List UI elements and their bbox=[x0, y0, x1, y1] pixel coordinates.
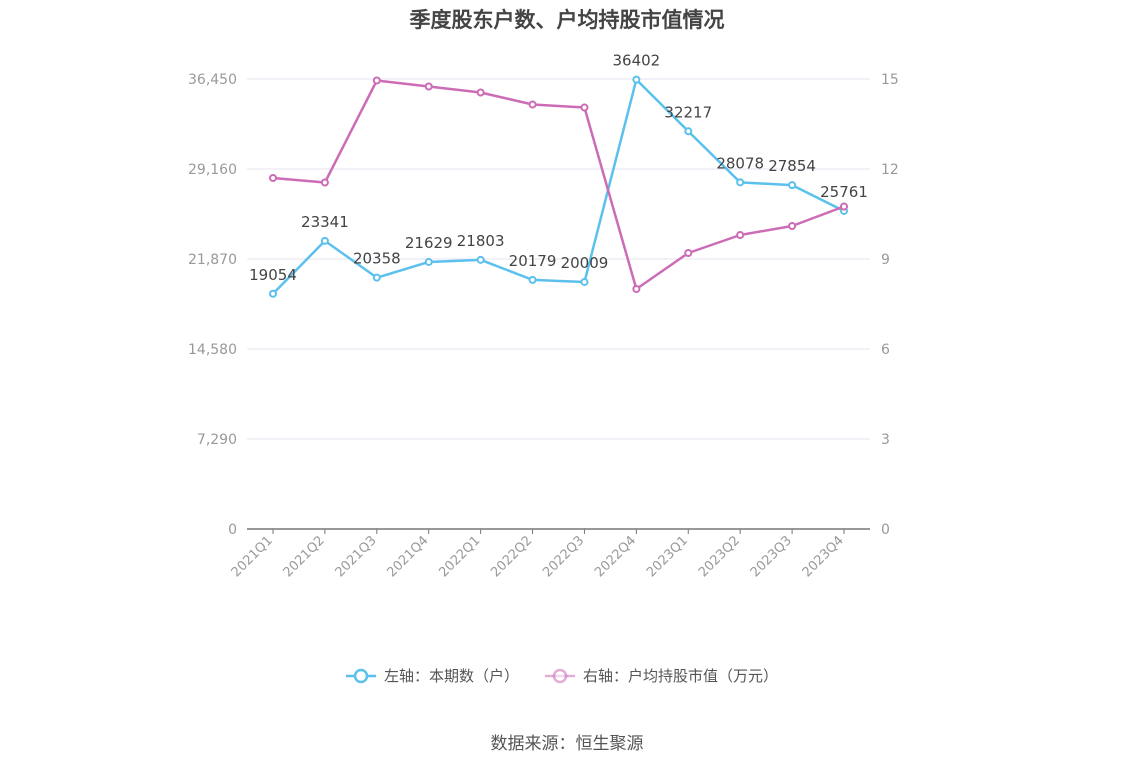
data-label: 21629 bbox=[405, 234, 453, 252]
legend-item-right[interactable]: 右轴：户均持股市值（万元） bbox=[545, 667, 778, 685]
left-series-point bbox=[736, 178, 745, 187]
left-series-point bbox=[372, 273, 381, 282]
data-label: 20358 bbox=[353, 250, 401, 268]
source-note: 数据来源：恒生聚源 bbox=[490, 734, 644, 754]
right-series-line bbox=[272, 79, 845, 291]
left-series-point bbox=[424, 257, 433, 266]
left-series-point bbox=[580, 277, 589, 286]
x-tick-label: 2021Q4 bbox=[384, 533, 431, 580]
left-series-point bbox=[269, 289, 277, 298]
data-label: 21803 bbox=[457, 232, 505, 250]
y-right-tick-label: 0 bbox=[881, 522, 890, 538]
y-left-tick-label: 0 bbox=[228, 522, 237, 538]
y-right-tick-label: 15 bbox=[881, 72, 899, 88]
right-series-point bbox=[320, 178, 329, 187]
legend-label: 左轴：本期数（户） bbox=[384, 667, 519, 685]
legend-label: 右轴：户均持股市值（万元） bbox=[583, 667, 778, 685]
left-series-point bbox=[788, 181, 797, 190]
legend-marker bbox=[353, 668, 369, 684]
right-series-point bbox=[684, 249, 693, 257]
data-label: 32217 bbox=[664, 103, 712, 121]
y-left-tick-label: 36,450 bbox=[188, 72, 237, 88]
x-tick-label: 2022Q1 bbox=[436, 533, 483, 580]
left-series-line bbox=[272, 78, 845, 295]
axes: 0 7,290 14,580 21,870 29,160 36,450 0 3 6 9 12 15 20… bbox=[188, 72, 899, 580]
right-series-point bbox=[372, 76, 381, 85]
right-series-point bbox=[424, 82, 433, 91]
y-right-tick-label: 3 bbox=[881, 432, 890, 448]
right-series-point bbox=[840, 202, 848, 211]
right-series-point bbox=[528, 100, 537, 109]
legend[interactable]: 左轴：本期数（户） 右轴：户均持股市值（万元） bbox=[346, 667, 778, 685]
x-tick-label: 2023Q1 bbox=[644, 533, 691, 580]
x-tick-label: 2022Q4 bbox=[592, 533, 639, 580]
data-label: 27854 bbox=[768, 157, 816, 175]
y-left-tick-label: 29,160 bbox=[188, 162, 237, 178]
grid-lines bbox=[247, 78, 870, 440]
x-tick-label: 2021Q3 bbox=[333, 533, 380, 580]
data-label: 19054 bbox=[249, 266, 297, 284]
x-tick-label: 2023Q4 bbox=[800, 533, 847, 580]
data-label: 25761 bbox=[820, 183, 868, 201]
x-tick-label: 2022Q3 bbox=[540, 533, 587, 580]
left-series-point bbox=[320, 236, 329, 245]
left-series-point bbox=[476, 255, 485, 264]
chart-title: 季度股东户数、户均持股市值情况 bbox=[409, 8, 725, 32]
x-tick-label: 2023Q3 bbox=[748, 533, 795, 580]
right-series-point bbox=[632, 285, 641, 293]
data-label: 20009 bbox=[561, 254, 609, 272]
data-label: 20179 bbox=[509, 252, 557, 270]
legend-item-left[interactable]: 左轴：本期数（户） bbox=[346, 667, 519, 685]
left-series-point bbox=[528, 275, 537, 284]
x-tick-label: 2021Q1 bbox=[229, 533, 276, 580]
x-tick-label: 2022Q2 bbox=[488, 533, 535, 580]
x-tick-label: 2023Q2 bbox=[696, 533, 743, 580]
x-tick-label: 2021Q2 bbox=[281, 533, 328, 580]
y-right-tick-label: 6 bbox=[881, 342, 890, 358]
y-left-tick-label: 14,580 bbox=[188, 342, 237, 358]
right-series-point bbox=[788, 222, 797, 230]
left-series-point bbox=[632, 75, 641, 84]
series bbox=[269, 75, 848, 298]
data-label: 36402 bbox=[613, 52, 661, 70]
right-series-point bbox=[736, 231, 745, 239]
y-left-tick-label: 21,870 bbox=[188, 252, 237, 268]
y-right-tick-label: 9 bbox=[881, 252, 890, 268]
right-series-point bbox=[580, 103, 589, 112]
left-series-point bbox=[684, 127, 693, 136]
data-label: 28078 bbox=[716, 154, 764, 172]
y-right-tick-label: 12 bbox=[881, 162, 899, 178]
data-label: 23341 bbox=[301, 213, 349, 231]
y-left-tick-label: 7,290 bbox=[197, 432, 237, 448]
legend-marker bbox=[552, 668, 568, 684]
right-series-point bbox=[476, 88, 485, 97]
right-series-point bbox=[269, 174, 277, 182]
